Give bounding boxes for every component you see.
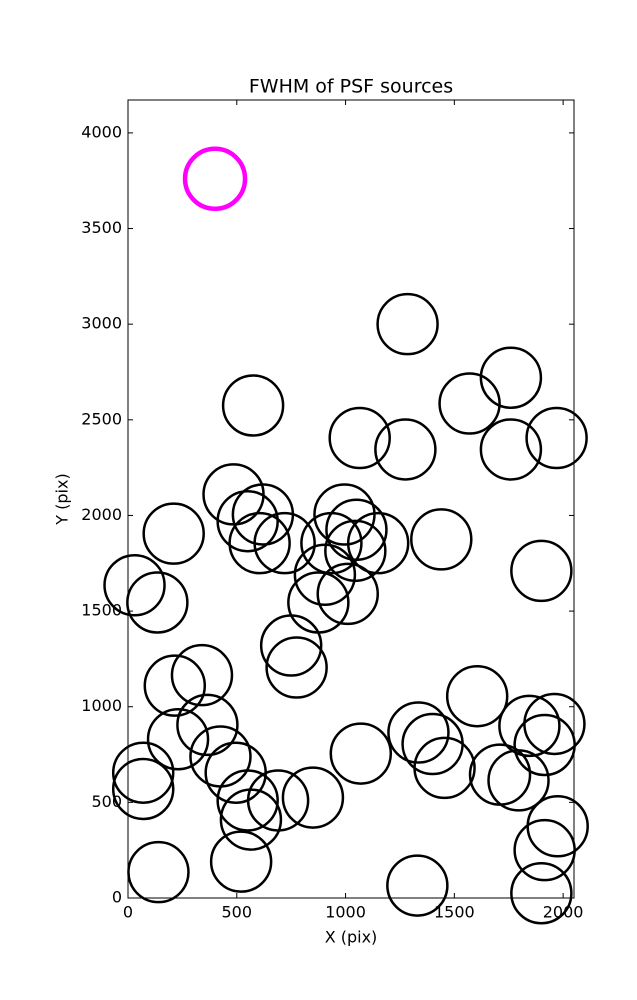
- source-marker: [328, 406, 391, 470]
- x-tick-label: 500: [222, 903, 253, 922]
- source-marker: [438, 372, 501, 435]
- source-marker: [103, 554, 166, 617]
- source-marker: [219, 788, 283, 851]
- source-marker: [209, 830, 273, 893]
- source-marker: [413, 736, 476, 800]
- chart-title: FWHM of PSF sources: [249, 76, 453, 98]
- source-marker: [525, 406, 588, 470]
- source-marker: [265, 636, 328, 699]
- y-tick-label: 500: [91, 792, 122, 811]
- x-tick-label: 2000: [543, 903, 584, 922]
- source-marker: [387, 701, 450, 764]
- source-marker: [386, 854, 449, 917]
- source-marker: [346, 511, 410, 575]
- source-marker: [111, 757, 175, 821]
- source-marker: [216, 769, 279, 832]
- source-marker: [445, 664, 509, 728]
- source-marker: [300, 511, 363, 575]
- source-marker: [376, 292, 439, 356]
- source-marker: [487, 749, 550, 812]
- source-marker: [216, 489, 279, 553]
- source-marker: [329, 722, 393, 785]
- source-marker: [510, 539, 573, 603]
- y-tick-label: 3500: [81, 218, 122, 237]
- source-marker: [513, 818, 576, 882]
- source-marker: [410, 508, 473, 571]
- y-tick-label: 2500: [81, 409, 122, 428]
- x-tick-label: 1000: [325, 903, 366, 922]
- source-marker: [170, 643, 234, 707]
- source-marker: [259, 614, 323, 677]
- source-marker: [479, 346, 543, 409]
- source-marker: [498, 694, 561, 758]
- x-tick-label: 0: [123, 903, 133, 922]
- source-marker: [316, 562, 379, 626]
- source-marker: [221, 374, 285, 437]
- source-marker: [182, 146, 248, 212]
- source-marker: [176, 693, 239, 757]
- source-marker: [281, 766, 345, 829]
- y-tick-label: 2000: [81, 505, 122, 524]
- plot-frame: [127, 99, 575, 899]
- source-marker: [513, 713, 576, 777]
- y-tick-label: 3000: [81, 314, 122, 333]
- y-axis-label: Y (pix): [53, 473, 72, 525]
- y-tick-label: 1000: [81, 696, 122, 715]
- source-marker: [293, 543, 357, 606]
- x-tick-label: 1500: [434, 903, 475, 922]
- source-marker: [479, 418, 543, 481]
- source-marker: [126, 571, 189, 634]
- source-marker: [142, 502, 205, 565]
- source-marker: [146, 707, 210, 771]
- source-marker: [228, 511, 291, 575]
- source-marker: [253, 511, 316, 575]
- source-marker: [111, 741, 175, 804]
- source-marker: [143, 654, 207, 717]
- x-axis-label: X (pix): [325, 928, 378, 947]
- source-marker: [374, 418, 437, 481]
- y-tick-label: 0: [112, 888, 122, 907]
- source-marker: [510, 861, 573, 925]
- y-tick-label: 4000: [81, 122, 122, 141]
